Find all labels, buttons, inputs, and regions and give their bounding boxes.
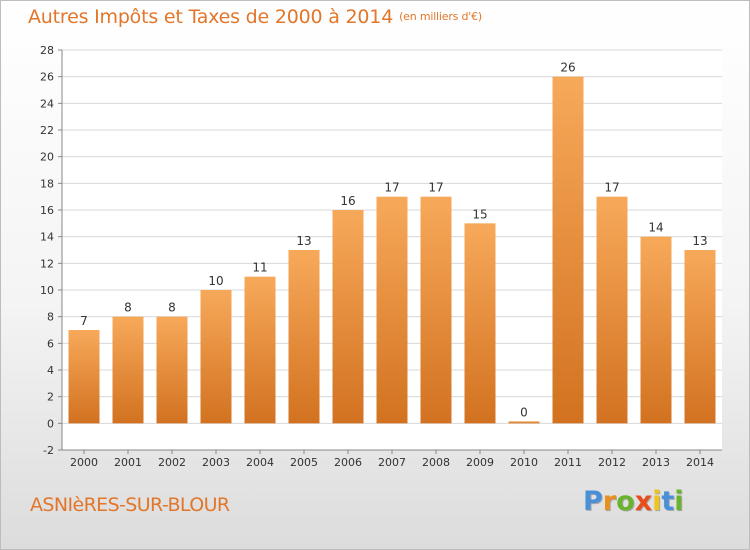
logo-letter: P	[583, 486, 603, 517]
x-tick-label: 2013	[642, 456, 670, 469]
bar	[596, 196, 628, 424]
bar	[640, 236, 672, 424]
data-label: 8	[124, 301, 132, 315]
logo-letter: x	[634, 486, 653, 517]
data-label: 26	[560, 61, 575, 75]
x-tick-label: 2007	[378, 456, 406, 469]
chart-title-text: Autres Impôts et Taxes de 2000 à 2014	[28, 6, 394, 28]
data-label: 14	[648, 221, 663, 235]
x-tick-label: 2005	[290, 456, 318, 469]
data-label: 16	[340, 194, 355, 208]
bar	[332, 210, 364, 424]
data-label: 15	[472, 207, 487, 221]
logo-letter: i	[674, 486, 684, 517]
x-tick-label: 2011	[554, 456, 582, 469]
chart-title: Autres Impôts et Taxes de 2000 à 2014 (en…	[28, 6, 482, 28]
y-tick-label: 16	[40, 204, 54, 217]
data-label: 10	[208, 274, 223, 288]
bar	[68, 330, 100, 424]
bar	[200, 290, 232, 424]
bar	[420, 196, 452, 424]
logo-letter: t	[661, 486, 675, 517]
y-tick-label: 12	[40, 257, 54, 270]
data-label: 13	[692, 234, 707, 248]
y-tick-label: 26	[40, 71, 54, 84]
bar	[464, 223, 496, 424]
y-tick-label: 4	[47, 364, 54, 377]
y-tick-label: 14	[40, 231, 54, 244]
y-tick-label: 28	[40, 44, 54, 57]
x-tick-label: 2004	[246, 456, 274, 469]
bar	[508, 421, 540, 424]
bar	[552, 76, 584, 424]
x-tick-label: 2010	[510, 456, 538, 469]
logo-letter: o	[616, 486, 635, 517]
data-label: 0	[520, 405, 528, 419]
bar	[684, 250, 716, 424]
x-tick-label: 2001	[114, 456, 142, 469]
y-tick-label: -2	[43, 444, 54, 457]
data-label: 17	[384, 181, 399, 195]
y-tick-label: 24	[40, 97, 54, 110]
data-label: 11	[252, 261, 267, 275]
chart-unit: (en milliers d'€)	[399, 10, 482, 23]
bar	[376, 196, 408, 424]
data-label: 8	[168, 301, 176, 315]
data-label: 7	[80, 314, 88, 328]
data-label: 13	[296, 234, 311, 248]
y-tick-label: 2	[47, 391, 54, 404]
y-tick-label: 8	[47, 311, 54, 324]
logo-letter: r	[602, 486, 617, 517]
y-tick-label: 6	[47, 337, 54, 350]
x-tick-label: 2000	[70, 456, 98, 469]
commune-name: ASNIèRES-SUR-BLOUR	[30, 494, 230, 516]
x-tick-label: 2009	[466, 456, 494, 469]
x-tick-label: 2008	[422, 456, 450, 469]
y-tick-label: 18	[40, 177, 54, 190]
data-label: 17	[428, 181, 443, 195]
x-tick-label: 2014	[686, 456, 714, 469]
x-tick-label: 2003	[202, 456, 230, 469]
logo-letter: i	[652, 486, 662, 517]
y-tick-label: 20	[40, 151, 54, 164]
y-tick-label: 10	[40, 284, 54, 297]
x-tick-label: 2002	[158, 456, 186, 469]
bar	[244, 276, 276, 424]
proxiti-logo[interactable]: Proxiti	[583, 486, 684, 517]
y-tick-label: 22	[40, 124, 54, 137]
y-tick-label: 0	[47, 417, 54, 430]
bar	[112, 316, 144, 424]
bar	[156, 316, 188, 424]
x-tick-label: 2006	[334, 456, 362, 469]
data-label: 17	[604, 181, 619, 195]
bar	[288, 250, 320, 424]
x-tick-label: 2012	[598, 456, 626, 469]
